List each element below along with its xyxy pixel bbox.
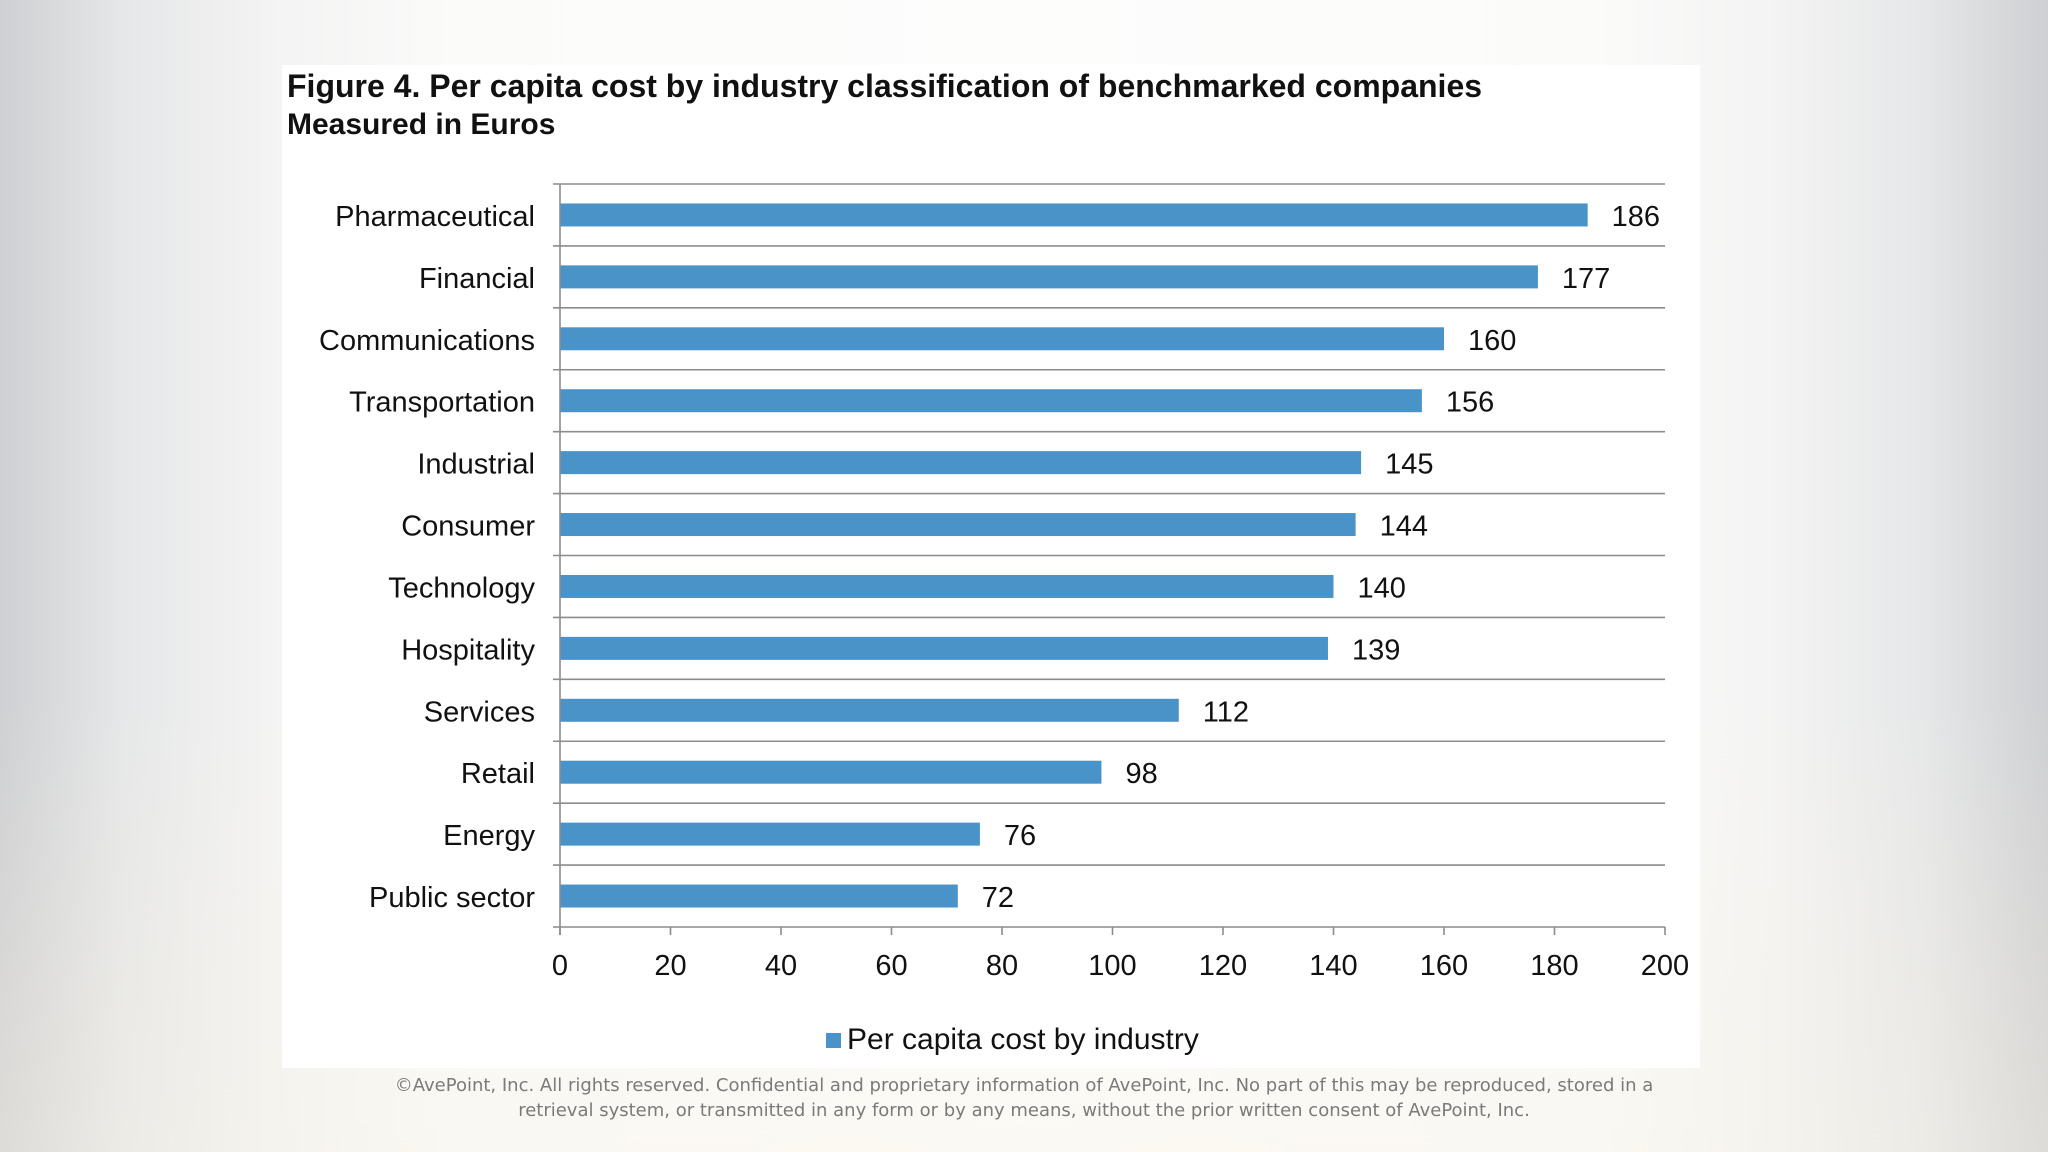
bar <box>560 203 1588 227</box>
x-tick-label: 120 <box>1199 950 1247 982</box>
bar <box>560 265 1538 289</box>
bar <box>560 513 1356 537</box>
data-label: 144 <box>1380 511 1428 543</box>
data-label: 139 <box>1352 634 1400 666</box>
x-tick-label: 160 <box>1420 950 1468 982</box>
copyright-footer: ©AvePoint, Inc. All rights reserved. Con… <box>282 1073 1766 1123</box>
bar <box>560 822 980 846</box>
category-label: Pharmaceutical <box>335 201 535 233</box>
data-label: 98 <box>1125 758 1157 790</box>
x-tick-label: 100 <box>1088 950 1136 982</box>
legend-swatch <box>826 1032 841 1048</box>
chart-subtitle: Measured in Euros <box>287 108 556 141</box>
data-label: 177 <box>1562 263 1610 295</box>
category-label: Technology <box>388 572 535 604</box>
data-label: 160 <box>1468 325 1516 357</box>
footer-line-2: retrieval system, or transmitted in any … <box>518 1100 1530 1121</box>
bar <box>560 760 1102 784</box>
data-label: 76 <box>1004 820 1036 852</box>
bars <box>560 203 1588 908</box>
x-tick-label: 60 <box>875 950 907 982</box>
data-label: 186 <box>1612 201 1660 233</box>
bar <box>560 451 1362 475</box>
x-tick-label: 200 <box>1641 950 1689 982</box>
data-label: 140 <box>1358 572 1406 604</box>
chart-legend: Per capita cost by industry <box>826 1020 1199 1060</box>
footer-line-1: ©AvePoint, Inc. All rights reserved. Con… <box>394 1075 1654 1096</box>
bar <box>560 389 1422 413</box>
x-tick-label: 0 <box>552 950 568 982</box>
figure-card <box>282 65 1700 1068</box>
chart-title: Figure 4. Per capita cost by industry cl… <box>287 68 1483 104</box>
category-label: Public sector <box>369 882 535 914</box>
category-label: Industrial <box>417 449 535 481</box>
category-label: Consumer <box>401 511 535 543</box>
grid-lines <box>553 183 1665 928</box>
category-label: Services <box>424 696 535 728</box>
data-label: 145 <box>1385 449 1433 481</box>
x-tick-label: 180 <box>1530 950 1578 982</box>
x-tick-label: 80 <box>986 950 1018 982</box>
x-tick-label: 40 <box>765 950 797 982</box>
category-label: Transportation <box>349 387 535 419</box>
bar <box>560 698 1179 722</box>
bar <box>560 327 1444 351</box>
category-label: Communications <box>319 325 535 357</box>
category-label: Retail <box>461 758 535 790</box>
data-label: 72 <box>982 882 1014 914</box>
data-label: 156 <box>1446 387 1494 419</box>
category-label: Energy <box>443 820 535 852</box>
bar <box>560 574 1334 598</box>
x-tick-label: 20 <box>654 950 686 982</box>
legend-label: Per capita cost by industry <box>847 1023 1199 1056</box>
category-labels: Pharmaceutical Financial Communications Tra… <box>319 201 535 914</box>
data-label: 112 <box>1203 696 1249 728</box>
category-label: Hospitality <box>401 634 535 666</box>
x-tick-label: 140 <box>1309 950 1357 982</box>
bar <box>560 884 958 908</box>
x-axis: 0 20 40 60 80 100 120 140 160 180 200 <box>552 184 1689 982</box>
category-label: Financial <box>419 263 535 295</box>
bar <box>560 636 1328 660</box>
